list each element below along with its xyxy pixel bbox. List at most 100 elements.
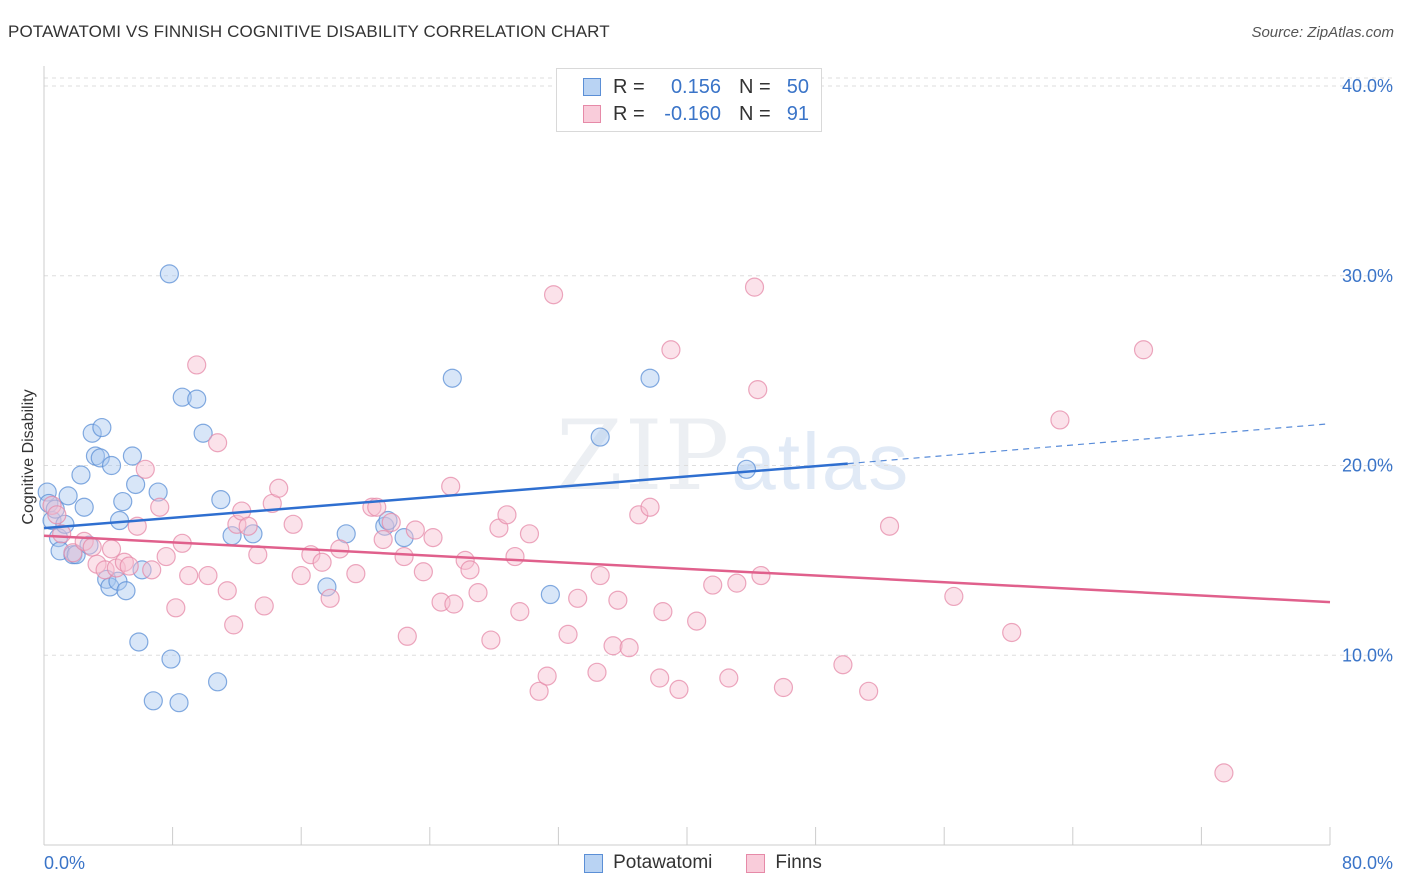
legend-r-label: R =	[613, 102, 645, 125]
potawatomi-point	[126, 474, 146, 495]
potawatomi-point	[148, 482, 168, 502]
y-tick-label: 40.0%	[1342, 76, 1393, 96]
potawatomi-point	[187, 389, 207, 409]
source-label: Source: ZipAtlas.com	[1251, 24, 1394, 41]
finns-point	[156, 546, 176, 567]
finns-point	[587, 662, 607, 682]
finns-point	[82, 537, 102, 557]
finns-trend-line	[43, 534, 1331, 604]
finns-point	[269, 478, 289, 498]
finns-point	[944, 586, 964, 607]
finns-point	[505, 546, 525, 567]
finns-point	[1133, 340, 1154, 360]
legend-item-potawatomi: Potawatomi	[584, 852, 712, 874]
watermark-atlas: atlas	[731, 417, 911, 506]
potawatomi-point	[122, 446, 143, 466]
potawatomi-point	[169, 693, 189, 713]
potawatomi-point	[442, 368, 462, 388]
finns-point	[238, 516, 258, 536]
potawatomi-point	[159, 264, 179, 284]
finns-point	[312, 552, 332, 572]
finns-point	[669, 679, 689, 700]
finns-point	[441, 476, 461, 496]
finns-point	[413, 562, 433, 582]
finns-point	[744, 277, 765, 297]
finns-point	[640, 497, 660, 517]
potawatomi-point	[736, 459, 757, 479]
legend-n-value: 50	[786, 75, 809, 98]
tick-labels: 10.0% 20.0% 30.0% 40.0% 0.0% 80.0% Cognitive D…	[20, 76, 1393, 873]
finns-point	[568, 588, 588, 608]
finns-point	[187, 355, 207, 375]
finns-point	[833, 655, 853, 675]
finns-point	[727, 573, 747, 593]
potawatomi-point	[132, 560, 152, 580]
legend-n-label: N =	[739, 75, 771, 98]
finns-swatch	[746, 853, 766, 873]
finns-point	[650, 668, 670, 688]
potawatomi-point	[193, 423, 213, 443]
y-tick-label: 20.0%	[1342, 456, 1393, 476]
potawatomi-point	[172, 387, 192, 407]
potawatomi-point	[116, 581, 136, 601]
finns-point	[719, 668, 739, 688]
potawatomi-point	[74, 497, 94, 517]
potawatomi-trend-extension	[847, 423, 1331, 465]
y-axis-label: Cognitive Disability	[20, 389, 37, 524]
finns-point	[135, 459, 155, 479]
finns-point	[661, 340, 681, 360]
finns-point	[119, 556, 139, 576]
potawatomi-point	[113, 491, 133, 512]
finns-point	[687, 611, 707, 631]
finns-point	[608, 590, 628, 610]
finns-point	[166, 598, 186, 618]
legend-n-label: N =	[739, 102, 771, 125]
finns-point	[537, 666, 557, 686]
finns-point	[519, 524, 540, 544]
finns-point	[52, 524, 72, 544]
finns-point	[423, 528, 443, 548]
potawatomi-point	[101, 455, 122, 476]
finns-point	[179, 565, 199, 586]
finns-point	[346, 564, 366, 584]
potawatomi-point	[161, 649, 181, 669]
finns-point	[198, 565, 218, 586]
potawatomi-swatch	[584, 853, 604, 873]
finns-point	[63, 543, 83, 563]
finns-point	[291, 565, 311, 586]
points-layer	[37, 264, 1234, 783]
legend-row-finns: R = -0.160 N = 91	[583, 101, 809, 127]
y-tick-label: 30.0%	[1342, 266, 1393, 286]
finns-point	[497, 505, 517, 525]
chart-title: POTAWATOMI VS FINNISH COGNITIVE DISABILI…	[8, 22, 610, 41]
potawatomi-point	[58, 486, 78, 506]
finns-point	[150, 497, 170, 517]
finns-point	[320, 588, 340, 608]
finns-point	[1214, 763, 1234, 783]
axes	[43, 66, 1331, 846]
finns-point	[481, 630, 501, 650]
potawatomi-swatch	[583, 78, 601, 96]
finns-point	[224, 615, 244, 635]
finns-point	[879, 516, 900, 536]
series-legend: Potawatomi Finns	[0, 852, 1406, 874]
finns-point	[397, 626, 417, 646]
potawatomi-point	[208, 672, 228, 692]
finns-point	[603, 636, 623, 656]
finns-point	[254, 596, 274, 616]
finns-point	[529, 681, 549, 701]
finns-point	[1002, 622, 1022, 643]
potawatomi-point	[211, 490, 231, 510]
legend-r-value: -0.160	[664, 102, 721, 125]
watermark-zip: ZIP	[556, 400, 732, 512]
finns-point	[590, 565, 610, 586]
potawatomi-point	[92, 417, 112, 438]
watermark: ZIPatlas	[556, 400, 910, 512]
potawatomi-point	[82, 423, 102, 443]
legend-item-finns: Finns	[746, 852, 822, 874]
trend-lines	[43, 423, 1331, 604]
potawatomi-point	[378, 510, 398, 531]
finns-point	[653, 602, 673, 622]
finns-point	[859, 681, 879, 701]
finns-point	[42, 495, 62, 515]
